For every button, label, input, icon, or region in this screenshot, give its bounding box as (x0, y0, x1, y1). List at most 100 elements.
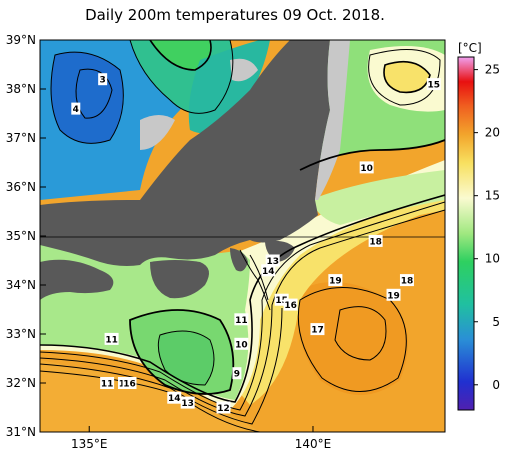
colorbar-ticks: 25 20 15 10 5 0 (474, 63, 500, 392)
contour-label: 14 (167, 391, 182, 404)
contour-label: 4 (71, 102, 81, 115)
colorbar-tick-label: 10 (485, 252, 500, 266)
contour-label-text: 12 (217, 404, 230, 414)
contour-label: 15 (426, 78, 441, 91)
contour-label: 9 (232, 367, 242, 380)
contour-lines (40, 40, 445, 432)
contour-label-text: 9 (234, 370, 240, 380)
lon-label: 140°E (295, 437, 332, 451)
contour-label-bg (122, 377, 137, 389)
contour-label-text: 4 (73, 105, 79, 115)
contour-label-bg (328, 274, 343, 287)
contour-label-text: 19 (329, 277, 342, 287)
contour-label: 11 (104, 332, 119, 345)
contour-label-bg (98, 73, 108, 86)
lat-label: 39°N (6, 33, 36, 47)
lat-label: 31°N (6, 425, 36, 439)
lat-label: 32°N (6, 376, 36, 390)
contour-label: 16 (283, 298, 298, 311)
coastal-mask-noto (140, 115, 175, 150)
contour-label-text: 13 (181, 399, 194, 409)
contour-label: 18 (399, 274, 414, 287)
coastal-mask-sado (230, 58, 258, 82)
contour-label-text: 18 (401, 277, 414, 287)
colorbar-unit: [°C] (458, 41, 482, 55)
contour-label-text: 15 (275, 296, 288, 306)
contour-label-bg (359, 161, 374, 174)
coldest-pool-west (51, 52, 124, 144)
contour-label: 11 (234, 313, 249, 326)
lat-label: 34°N (6, 278, 36, 292)
contour-label-text: 15 (428, 81, 441, 91)
contour-label: 18 (368, 234, 383, 247)
warm-eddy-north-core (384, 61, 430, 93)
lat-label: 38°N (6, 82, 36, 96)
contour-label: 17 (310, 323, 325, 336)
contour-label: 10 (234, 337, 249, 350)
izu-peninsula-land (230, 248, 248, 272)
contour-label-text: 11 (101, 380, 114, 390)
contour-label-text: 16 (284, 301, 297, 311)
contour-label: 11 (100, 377, 115, 390)
contour-label: 19 (386, 288, 401, 301)
contour-label-bg (234, 337, 249, 350)
contour-label: 10 (359, 161, 374, 174)
contour-label-text: 17 (311, 326, 324, 336)
contour-label-bg (265, 254, 280, 267)
contour-label-bg (71, 102, 81, 115)
map-field (40, 40, 445, 432)
kii-peninsula-land (150, 260, 209, 299)
contour-label: 12 (216, 401, 231, 414)
colorbar (457, 56, 475, 411)
contour-label-text: 18 (369, 237, 382, 247)
colorbar-tick-label: 20 (485, 126, 500, 140)
contour-label-text: 10 (235, 340, 248, 350)
warm-core-east (297, 282, 408, 395)
map-title: Daily 200m temperatures 09 Oct. 2018. (85, 6, 385, 24)
contour-label-bg (167, 391, 182, 404)
lat-label: 35°N (6, 229, 36, 243)
contour-label-bg (399, 274, 414, 287)
contour-label-bg (310, 323, 325, 336)
contour-label: 13 (180, 396, 195, 409)
contour-label-bg (386, 288, 401, 301)
contour-label-bg (368, 234, 383, 247)
contour-label: 14 (261, 264, 276, 277)
colorbar-tick-label: 25 (485, 63, 500, 77)
contour-label: 3 (98, 73, 108, 86)
contour-label-bg (216, 401, 231, 414)
colorbar-tick-label: 0 (492, 378, 500, 392)
contour-label-bg (104, 332, 119, 345)
lat-label: 37°N (6, 131, 36, 145)
contour-label-text: 3 (100, 76, 106, 86)
lat-label: 36°N (6, 180, 36, 194)
shikoku-land (40, 259, 114, 300)
green-patch-north (150, 40, 211, 70)
contour-labels: 3415101813141918191516111711109111516141… (71, 73, 441, 414)
lon-label: 135°E (71, 437, 108, 451)
contour-label-text: 14 (262, 267, 275, 277)
honshu-land (40, 40, 330, 266)
contour-label-bg (180, 396, 195, 409)
light-green-east (310, 170, 445, 225)
contour-label: 16 (122, 377, 137, 390)
contour-label-bg (261, 264, 276, 277)
contour-label-text: 13 (266, 257, 279, 267)
contour-label-bg (426, 78, 441, 91)
contour-label-text: 19 (387, 291, 400, 301)
cool-eddy-core (158, 331, 214, 385)
contour-label-text: 10 (360, 164, 373, 174)
contour-label-text: 11 (235, 316, 248, 326)
contour-label-text: 16 (123, 380, 136, 390)
longitude-axis: 135°E 140°E (71, 426, 331, 451)
latitude-axis: 39°N 38°N 37°N 36°N 35°N 34°N 33°N 32°N 31°N (6, 33, 46, 439)
colorbar-tick-label: 5 (492, 315, 500, 329)
contour-label-bg (232, 367, 242, 380)
contour-label-bg (100, 377, 115, 389)
warm-sea-southwest (40, 360, 260, 432)
contour-label-bg (234, 313, 249, 326)
contour-label: 19 (328, 274, 343, 287)
contour-label: 13 (265, 254, 280, 267)
lat-label: 33°N (6, 327, 36, 341)
